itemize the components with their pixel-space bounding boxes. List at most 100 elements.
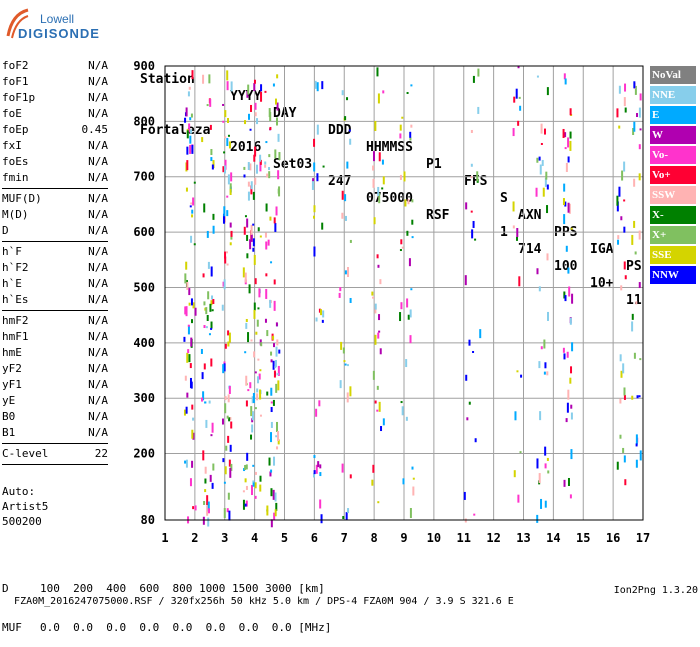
echo-mark	[210, 327, 213, 330]
param-value: N/A	[88, 378, 108, 391]
echo-mark	[635, 301, 638, 305]
echo-mark	[191, 319, 194, 324]
logo-mark-icon	[6, 8, 29, 39]
echo-mark	[619, 434, 622, 439]
param-row: yF1 N/A	[2, 377, 108, 393]
echo-mark	[186, 130, 189, 139]
echo-mark	[187, 349, 190, 354]
echo-mark	[259, 484, 262, 492]
param-row: MUF(D) N/A	[2, 191, 108, 207]
header-label: Station	[140, 72, 195, 87]
echo-mark	[623, 261, 626, 270]
param-row: B0 N/A	[2, 409, 108, 425]
legend-item: Vo+	[650, 166, 696, 184]
echo-mark	[570, 449, 573, 460]
echo-mark	[382, 418, 385, 426]
echo-mark	[635, 434, 638, 445]
echo-mark	[565, 162, 568, 172]
x-tick-label: 7	[341, 531, 348, 545]
echo-mark	[185, 459, 188, 468]
echo-mark	[268, 457, 271, 466]
echo-mark	[264, 161, 267, 165]
echo-mark	[315, 464, 318, 474]
echo-mark	[399, 124, 402, 131]
echo-mark	[402, 478, 405, 485]
legend-item: X+	[650, 226, 696, 244]
echo-mark	[243, 166, 246, 170]
echo-mark	[276, 446, 279, 450]
echo-mark	[251, 396, 254, 404]
echo-mark	[253, 154, 256, 162]
echo-mark	[320, 514, 323, 524]
x-axis-ticks: 1 2 3 4 5 6 7 8 9 10 11 12 13 14 15 16 17	[161, 531, 650, 545]
echo-mark	[242, 490, 245, 493]
echo-mark	[313, 215, 316, 219]
echo-mark	[267, 239, 270, 246]
echo-mark	[539, 411, 542, 421]
echo-mark	[190, 298, 193, 306]
echo-mark	[374, 400, 377, 404]
echo-mark	[224, 343, 227, 349]
echo-mark	[636, 395, 639, 399]
echo-mark	[212, 299, 215, 305]
echo-mark	[470, 210, 473, 213]
echo-mark	[205, 419, 208, 428]
echo-mark	[268, 167, 271, 171]
echo-mark	[185, 107, 188, 117]
echo-mark	[211, 164, 214, 170]
param-value: 0.45	[81, 123, 109, 136]
echo-mark	[399, 174, 402, 180]
plot-frame	[164, 65, 644, 521]
echo-mark	[400, 401, 403, 404]
param-name: B0	[2, 410, 16, 423]
echo-mark	[409, 507, 412, 518]
x-tick-label: 15	[576, 531, 590, 545]
echo-mark	[569, 108, 572, 116]
echo-mark	[543, 128, 546, 135]
y-tick-label: 600	[133, 225, 155, 239]
echo-mark	[372, 464, 375, 473]
echo-mark	[256, 393, 259, 401]
header-value: 247	[328, 174, 352, 189]
echo-mark	[201, 137, 204, 143]
echo-mark	[248, 113, 251, 120]
header-value: 11	[626, 293, 642, 308]
header-label: HHMMSS	[366, 140, 413, 155]
echo-mark	[472, 220, 475, 228]
echo-mark	[312, 178, 315, 182]
echo-mark	[314, 80, 317, 89]
echo-mark	[638, 144, 641, 150]
echo-mark	[518, 96, 521, 99]
echo-mark	[223, 206, 226, 217]
echo-mark	[340, 341, 343, 350]
param-name: h`Es	[2, 293, 29, 306]
echo-mark	[246, 253, 249, 259]
echo-mark	[569, 317, 572, 325]
echo-mark	[268, 154, 271, 158]
echo-mark	[570, 404, 573, 409]
echo-mark	[229, 222, 232, 228]
muf-label: MUF	[2, 621, 22, 634]
echo-mark	[221, 418, 224, 425]
echo-mark	[244, 478, 247, 483]
echo-mark	[568, 286, 571, 297]
echo-mark	[210, 321, 213, 329]
echo-mark	[374, 120, 377, 131]
echo-mark	[465, 374, 468, 381]
echo-mark	[570, 227, 573, 230]
echo-mark	[380, 426, 383, 432]
echo-mark	[407, 199, 410, 205]
echo-mark	[272, 360, 275, 370]
echo-mark	[245, 485, 248, 490]
echo-mark	[247, 162, 250, 171]
echo-mark	[381, 159, 384, 165]
echo-mark	[315, 408, 318, 417]
echo-mark	[322, 310, 325, 318]
echo-mark	[520, 374, 523, 378]
echo-mark	[408, 258, 411, 267]
echo-mark	[227, 435, 230, 443]
echo-mark	[184, 460, 187, 464]
echo-mark	[476, 171, 479, 182]
echo-mark	[616, 195, 619, 206]
echo-mark	[188, 302, 191, 306]
